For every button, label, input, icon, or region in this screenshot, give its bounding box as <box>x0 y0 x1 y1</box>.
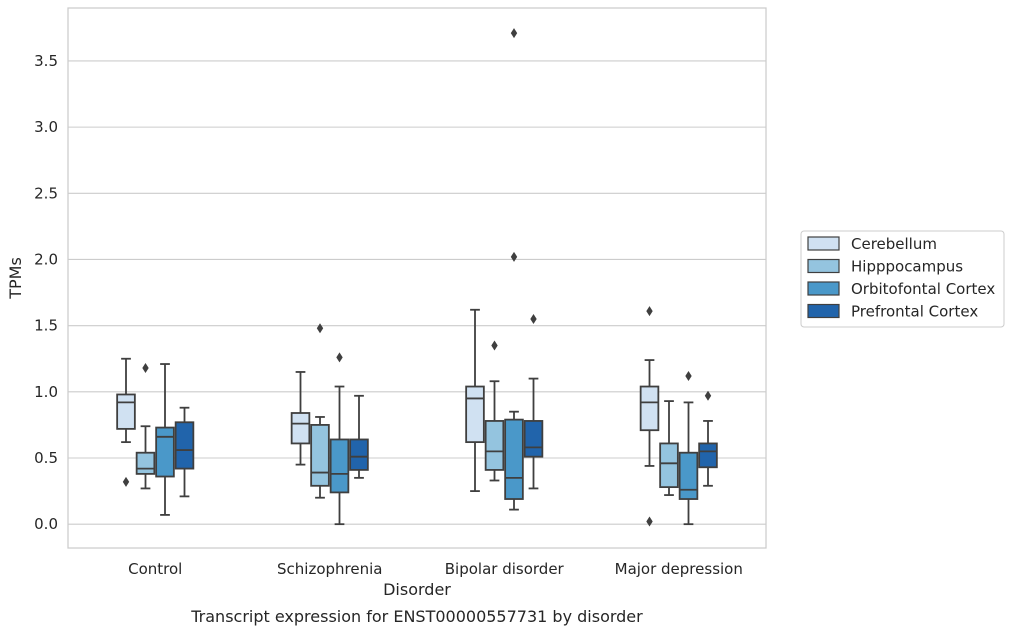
box-prefrontal-cortex <box>523 314 544 490</box>
y-tick-label: 1.0 <box>34 383 58 401</box>
box-hipppocampus <box>484 340 505 482</box>
iqr-box <box>329 438 350 494</box>
box-orbitofontal-cortex <box>678 370 699 526</box>
box-prefrontal-cortex <box>349 394 369 479</box>
box-hipppocampus <box>310 323 330 499</box>
box-prefrontal-cortex <box>698 390 718 487</box>
box-cerebellum <box>290 371 311 466</box>
legend: Cerebellum Hipppocampus Orbitofontal Corte… <box>800 230 1005 328</box>
box-hipppocampus <box>659 400 679 496</box>
y-tick-labels: 0.0 0.5 1.0 1.5 2.0 2.5 3.0 3.5 <box>34 52 58 533</box>
outlier-point <box>646 516 653 527</box>
x-tick-labels: Control Schizophrenia Bipolar disorder Majo… <box>128 560 743 578</box>
plot-frame <box>67 7 767 549</box>
outlier-point <box>510 28 518 39</box>
y-tick-label: 2.0 <box>34 250 58 268</box>
outlier-point <box>510 251 518 262</box>
outlier-point <box>646 306 653 317</box>
iqr-box <box>174 421 195 470</box>
box-groups <box>116 28 718 527</box>
box-orbitofontal-cortex <box>504 28 524 511</box>
y-axis-label: TPMs <box>6 257 25 300</box>
legend-swatch <box>807 281 840 296</box>
box-cerebellum <box>116 357 136 487</box>
legend-swatch <box>807 258 840 274</box>
y-tick-label: 0.5 <box>34 449 58 467</box>
iqr-box <box>135 451 156 475</box>
iqr-box <box>523 420 544 458</box>
y-tick-label: 3.0 <box>34 118 58 136</box>
legend-swatch <box>807 236 840 251</box>
outlier-point <box>704 390 712 401</box>
outlier-point <box>122 476 130 487</box>
box-orbitofontal-cortex <box>329 352 350 526</box>
iqr-box <box>639 385 660 432</box>
iqr-box <box>116 393 136 430</box>
box-prefrontal-cortex <box>174 406 195 498</box>
legend-swatch <box>807 303 840 319</box>
iqr-box <box>659 442 679 489</box>
iqr-box <box>678 451 699 500</box>
legend-label: Cerebellum <box>851 235 937 253</box>
x-tick-label: Major depression <box>615 560 743 578</box>
iqr-box <box>310 424 330 487</box>
x-tick-label: Bipolar disorder <box>445 560 565 578</box>
chart-caption: Transcript expression for ENST0000055773… <box>190 607 643 626</box>
iqr-box <box>465 385 485 444</box>
iqr-box <box>504 418 524 500</box>
outlier-point <box>685 370 692 381</box>
outlier-point <box>491 340 498 351</box>
y-tick-label: 0.0 <box>34 515 58 533</box>
legend-label: Prefrontal Cortex <box>851 303 978 321</box>
outlier-point <box>142 363 149 373</box>
x-axis-label: Disorder <box>383 580 451 599</box>
box-hipppocampus <box>135 363 156 490</box>
legend-label: Hipppocampus <box>851 258 963 276</box>
y-tick-label: 2.5 <box>34 184 58 202</box>
box-orbitofontal-cortex <box>155 363 175 516</box>
box-cerebellum <box>465 308 485 492</box>
iqr-box <box>290 412 311 445</box>
iqr-box <box>349 438 369 471</box>
outlier-point <box>316 323 324 334</box>
legend-label: Orbitofontal Cortex <box>851 280 995 298</box>
outlier-point <box>530 314 537 325</box>
x-tick-label: Schizophrenia <box>277 560 382 578</box>
legend-frame <box>800 230 1005 328</box>
iqr-box <box>698 442 718 469</box>
y-tick-label: 1.5 <box>34 317 58 335</box>
iqr-box <box>155 426 175 478</box>
y-tick-label: 3.5 <box>34 52 58 70</box>
outlier-point <box>336 352 343 363</box>
x-tick-label: Control <box>128 560 182 578</box>
box-cerebellum <box>639 306 660 527</box>
iqr-box <box>484 420 505 471</box>
